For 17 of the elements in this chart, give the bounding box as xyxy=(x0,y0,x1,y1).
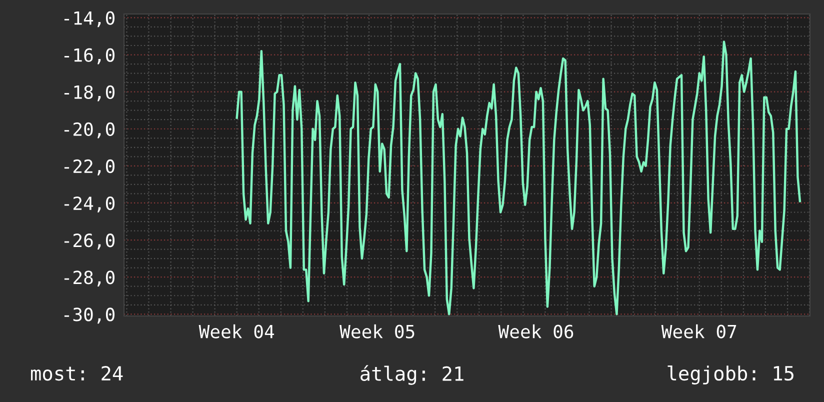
y-tick-label: -30,0 xyxy=(64,308,114,324)
y-tick-label: -16,0 xyxy=(64,48,114,64)
y-tick-label: -18,0 xyxy=(64,85,114,102)
y-tick-label: -26,0 xyxy=(64,234,114,250)
x-tick-label: Week 05 xyxy=(340,324,414,338)
line-series xyxy=(236,40,802,316)
text: átlag: 21 xyxy=(360,365,464,385)
x-tick-label: Week 04 xyxy=(198,324,274,338)
text: most: 24 xyxy=(31,366,123,381)
y-tick-label: -22,0 xyxy=(64,159,114,176)
x-tick-label: Week 06 xyxy=(498,324,574,338)
y-tick-label: -20,0 xyxy=(64,122,114,138)
y-tick-label: -24,0 xyxy=(64,196,114,212)
y-tick-label: -14,0 xyxy=(64,11,114,28)
x-tick-label: Week 07 xyxy=(661,324,736,338)
text: legjobb: 15 xyxy=(668,365,794,385)
y-tick-label: -28,0 xyxy=(64,270,114,287)
